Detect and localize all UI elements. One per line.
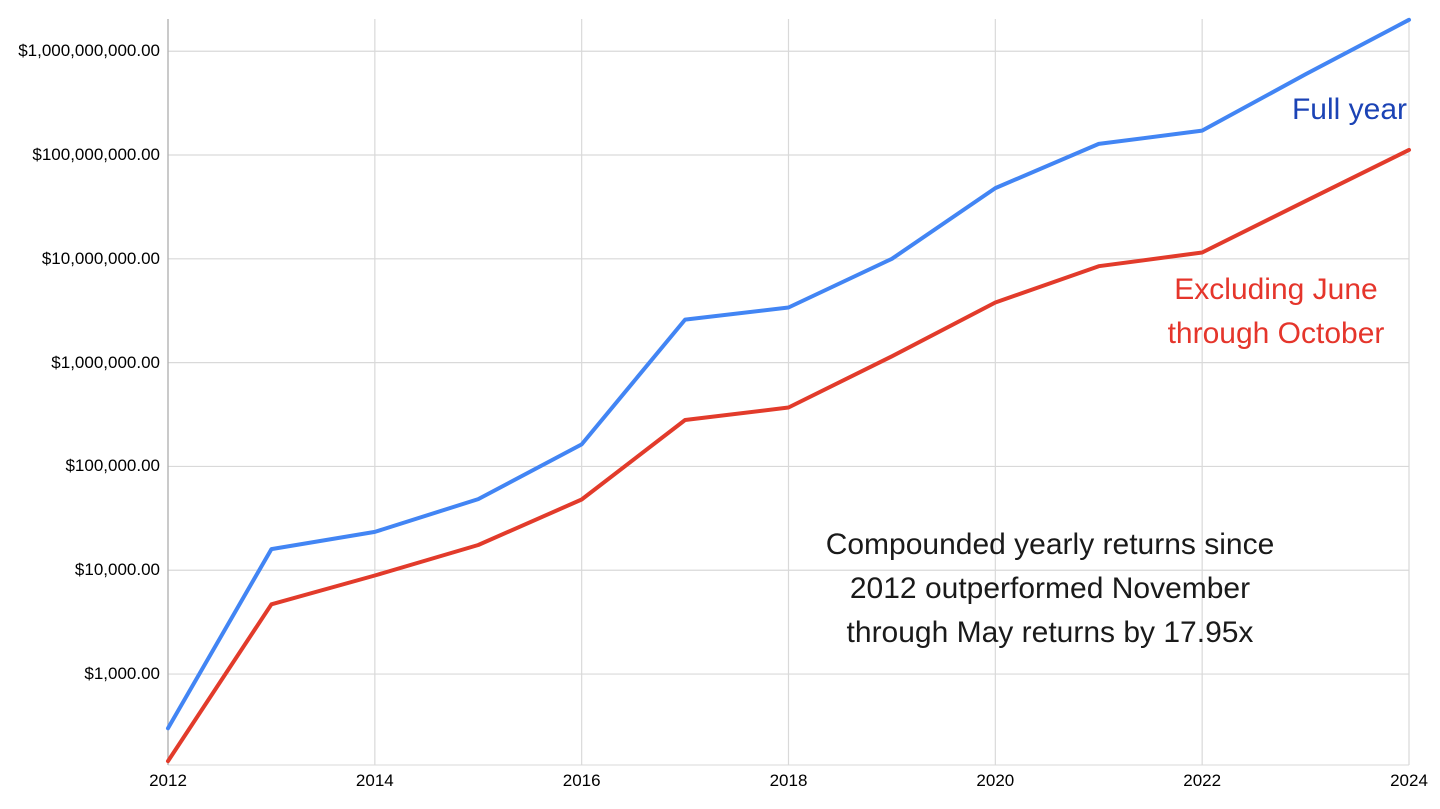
y-axis-tick-label: $1,000,000.00	[51, 352, 160, 372]
legend-excluding-line2: through October	[1167, 317, 1385, 350]
annotation-line3: through May returns by 17.95x	[846, 616, 1254, 649]
excluding-june-october-line	[166, 147, 1411, 764]
x-axis-tick-label: 2020	[976, 771, 1015, 790]
legend-full-year-label: Full year	[1291, 93, 1407, 126]
y-axis-tick-label: $1,000.00	[84, 664, 160, 684]
y-axis-tick-label: $10,000,000.00	[41, 248, 160, 268]
full-year-line	[166, 17, 1411, 731]
x-axis-tick-label: 2024	[1390, 771, 1428, 790]
legend-excluding: Excluding June through October	[1116, 268, 1436, 356]
y-axis-tick-label: $10,000.00	[74, 560, 160, 580]
y-axis-tick-label: $100,000,000.00	[32, 145, 160, 165]
x-axis-tick-label: 2016	[562, 771, 601, 790]
legend-full-year: Full year	[1292, 93, 1407, 127]
annotation-line2: 2012 outperformed November	[849, 572, 1251, 605]
x-axis-tick-label: 2022	[1183, 771, 1222, 790]
x-axis-tick-label: 2012	[149, 771, 187, 790]
legend-excluding-line1: Excluding June	[1174, 273, 1378, 306]
x-axis-tick-label: 2018	[769, 771, 808, 790]
y-axis-tick-label: $100,000.00	[65, 456, 160, 476]
annotation: Compounded yearly returns since 2012 out…	[770, 523, 1330, 655]
y-axis-tick-label: $1,000,000,000.00	[18, 41, 160, 61]
x-axis-tick-label: 2014	[355, 771, 394, 790]
annotation-line1: Compounded yearly returns since	[825, 528, 1275, 561]
